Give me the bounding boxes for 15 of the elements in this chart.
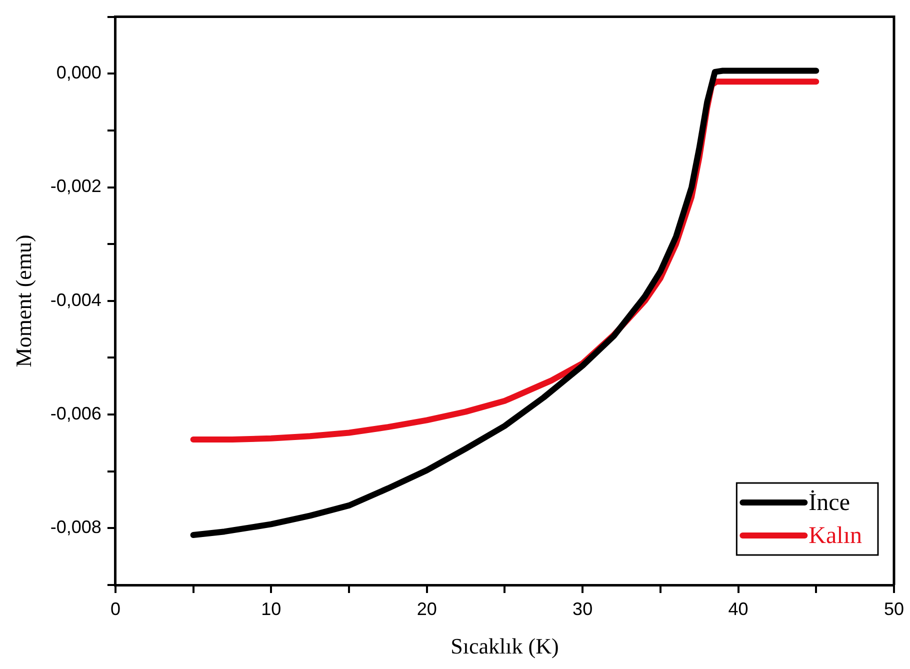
x-axis-title: Sıcaklık (K) [450, 634, 559, 659]
y-tick-label: 0,000 [56, 62, 102, 83]
x-tick-label: 40 [728, 598, 748, 619]
x-tick-label: 30 [572, 598, 593, 619]
y-tick-label: -0,006 [50, 404, 102, 424]
y-tick-label: -0,004 [50, 290, 102, 310]
y-tick-label: -0,002 [50, 176, 102, 196]
x-tick-label: 50 [884, 598, 904, 619]
y-tick-label: -0,008 [50, 517, 102, 538]
legend-label: Kalın [808, 522, 862, 549]
legend-label: İnce [808, 490, 850, 516]
x-tick-label: 0 [110, 598, 120, 619]
x-tick-label: 20 [416, 598, 437, 619]
y-axis-title: Moment (emu) [10, 234, 36, 368]
x-tick-label: 10 [261, 598, 282, 619]
